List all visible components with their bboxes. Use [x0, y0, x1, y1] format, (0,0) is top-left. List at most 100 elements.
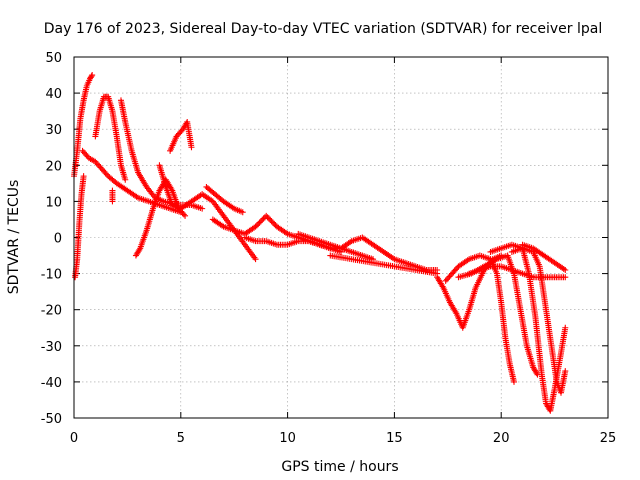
- data-point: [269, 219, 276, 226]
- data-point: [562, 266, 569, 273]
- data-point: [96, 163, 103, 170]
- y-tick-label: 50: [45, 51, 62, 66]
- x-tick-label: 5: [177, 431, 185, 446]
- data-point: [255, 220, 262, 227]
- data-point: [92, 158, 99, 165]
- data-point: [188, 144, 195, 151]
- x-tick-label: 25: [600, 431, 617, 446]
- data-point: [446, 273, 453, 280]
- data-point: [80, 149, 87, 156]
- data-point: [562, 368, 569, 375]
- series-arc-17: [455, 252, 541, 378]
- y-tick-label: 10: [45, 195, 62, 210]
- data-point: [176, 130, 183, 137]
- data-point: [252, 223, 259, 230]
- series-arc-14: [327, 252, 441, 277]
- series-arc-1: [71, 72, 96, 180]
- chart-title: Day 176 of 2023, Sidereal Day-to-day VTE…: [44, 21, 602, 37]
- data-point: [79, 147, 86, 154]
- data-point: [252, 256, 259, 263]
- data-point: [263, 212, 270, 219]
- data-point: [268, 218, 275, 225]
- data-point: [93, 160, 100, 167]
- data-point: [267, 216, 274, 223]
- y-tick-label: -50: [41, 412, 62, 427]
- data-point: [447, 272, 454, 279]
- x-tick-label: 0: [70, 431, 78, 446]
- series-arc-7: [132, 176, 189, 259]
- y-tick-labels: 50 40 30 20 10 0 -10 -20 -30 -40 -50: [41, 51, 62, 427]
- grid-lines: [74, 57, 608, 418]
- y-tick-label: -30: [41, 340, 62, 355]
- y-tick-label: 30: [45, 123, 62, 138]
- series-arc-16: [442, 252, 518, 385]
- x-tick-label: 10: [279, 431, 296, 446]
- data-point: [271, 220, 278, 227]
- data-point: [88, 73, 95, 80]
- series-arc-11: [209, 212, 344, 255]
- data-point: [442, 277, 449, 284]
- data-point: [256, 219, 263, 226]
- x-tick-labels: 0 5 10 15 20 25: [70, 431, 616, 446]
- data-point: [443, 276, 450, 283]
- series-arc-2: [72, 173, 87, 281]
- data-point: [103, 171, 110, 178]
- series-arc-8: [167, 118, 195, 154]
- data-point: [511, 378, 518, 385]
- data-point: [83, 152, 90, 159]
- series-arc-5: [109, 187, 116, 205]
- plot-frame: [73, 56, 609, 419]
- data-point: [253, 222, 260, 229]
- data-point: [89, 72, 96, 79]
- data-point: [97, 164, 104, 171]
- series-arc-20: [519, 241, 569, 273]
- x-axis-label: GPS time / hours: [281, 459, 398, 475]
- data-point: [264, 214, 271, 221]
- y-tick-label: -40: [41, 376, 62, 391]
- data-point: [180, 211, 187, 218]
- series-arc-21: [466, 263, 569, 281]
- data-point: [100, 167, 107, 174]
- y-tick-label: 0: [54, 232, 62, 247]
- data-point: [199, 205, 206, 212]
- y-axis-label: SDTVAR / TECUs: [6, 180, 22, 295]
- data-points: [71, 72, 569, 414]
- data-point: [80, 173, 87, 180]
- data-point: [445, 274, 452, 281]
- data-point: [136, 246, 143, 253]
- data-point: [450, 269, 457, 276]
- data-point: [174, 131, 181, 138]
- data-point: [102, 170, 109, 177]
- series-arc-19: [508, 245, 569, 396]
- data-point: [260, 215, 267, 222]
- y-tick-label: -10: [41, 268, 62, 283]
- x-tick-label: 20: [493, 431, 510, 446]
- data-point: [451, 267, 458, 274]
- data-point: [94, 161, 101, 168]
- data-point: [177, 129, 184, 136]
- data-point: [239, 209, 246, 216]
- data-point: [82, 150, 89, 157]
- data-point: [101, 168, 108, 175]
- data-point: [259, 216, 266, 223]
- y-tick-label: 20: [45, 159, 62, 174]
- y-tick-label: -20: [41, 304, 62, 319]
- series-arc-4: [92, 93, 129, 183]
- y-tick-label: 40: [45, 87, 62, 102]
- series-arc-10: [203, 183, 246, 216]
- data-point: [98, 165, 105, 172]
- data-point: [173, 133, 180, 140]
- data-point: [265, 215, 272, 222]
- series-arc-12: [241, 234, 377, 263]
- data-point: [449, 270, 456, 277]
- data-point: [122, 176, 129, 183]
- data-point: [179, 209, 186, 216]
- x-tick-label: 15: [386, 431, 403, 446]
- data-point: [257, 218, 264, 225]
- data-point: [182, 212, 189, 219]
- data-point: [562, 324, 569, 331]
- data-point: [562, 274, 569, 281]
- series-arc-9: [156, 162, 259, 263]
- data-point: [452, 266, 459, 273]
